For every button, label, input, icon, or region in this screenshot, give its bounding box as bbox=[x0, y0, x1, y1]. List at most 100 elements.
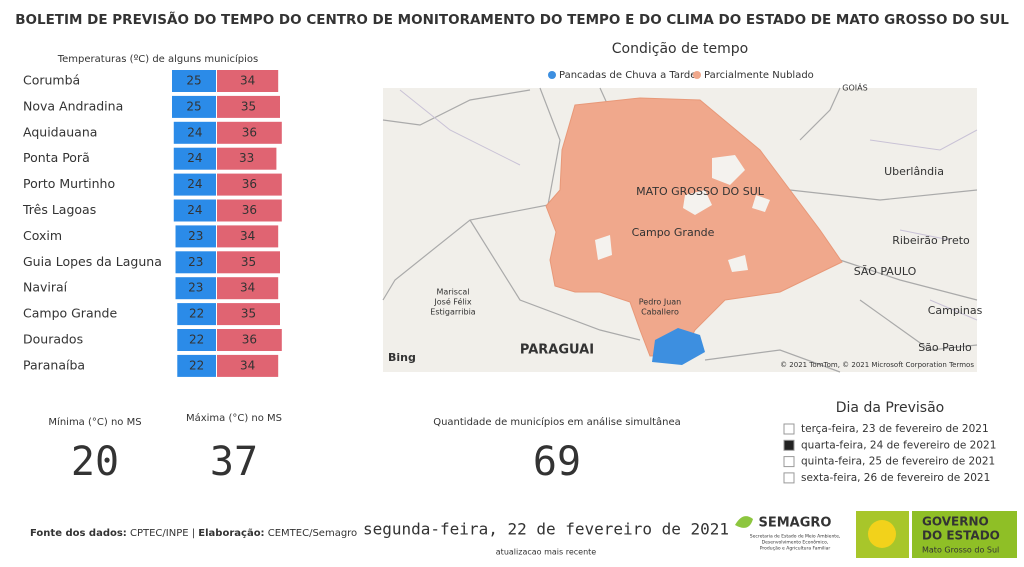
min-bar bbox=[175, 225, 216, 248]
map-brand: Bing bbox=[388, 351, 416, 364]
map-label: José Félix bbox=[433, 297, 471, 307]
map-label: Pedro Juan bbox=[639, 298, 682, 307]
max-bar bbox=[217, 147, 277, 170]
min-bar bbox=[172, 70, 216, 92]
min-bar bbox=[173, 199, 216, 222]
max-bar bbox=[217, 329, 282, 351]
map-label: GOIÁS bbox=[842, 82, 867, 93]
kpis: Mínima (°C) no MS 20 Máxima (°C) no MS 37 Qu… bbox=[48, 412, 680, 485]
kpi-value: 37 bbox=[210, 439, 258, 485]
min-label: 22 bbox=[189, 358, 204, 372]
footer-source: Fonte dos dados: CPTEC/INPE | Elaboração… bbox=[30, 528, 357, 539]
min-label: 24 bbox=[187, 151, 202, 165]
gov-sub: Mato Grosso do Sul bbox=[922, 546, 999, 555]
max-label: 34 bbox=[240, 229, 255, 243]
map-label: Campo Grande bbox=[632, 226, 715, 239]
page-title: BOLETIM DE PREVISÃO DO TEMPO DO CENTRO D… bbox=[15, 11, 1009, 28]
author: CEMTEC/Semagro bbox=[265, 528, 358, 539]
option-label[interactable]: quinta-feira, 25 de fevereiro de 2021 bbox=[801, 456, 995, 468]
option-label[interactable]: terça-feira, 23 de fevereiro de 2021 bbox=[801, 423, 989, 435]
max-label: 35 bbox=[241, 307, 256, 321]
min-bar bbox=[173, 147, 216, 170]
map: MATO GROSSO DO SUL Campo Grande Uberlândia… bbox=[382, 82, 983, 373]
min-label: 23 bbox=[188, 281, 203, 295]
category-label: Ponta Porã bbox=[23, 150, 90, 165]
option-label[interactable]: sexta-feira, 26 de fevereiro de 2021 bbox=[801, 472, 990, 484]
kpi-value: 20 bbox=[71, 439, 119, 485]
category-label: Aquidauana bbox=[23, 124, 97, 139]
rain-region bbox=[652, 328, 705, 365]
map-credits: © 2021 TomTom, © 2021 Microsoft Corporat… bbox=[780, 361, 974, 369]
checkbox[interactable] bbox=[783, 456, 795, 468]
source: CPTEC/INPE | bbox=[127, 528, 198, 539]
min-label: 22 bbox=[189, 333, 204, 347]
min-label: 24 bbox=[187, 177, 202, 191]
kpi-label: Quantidade de municípios em análise simu… bbox=[433, 416, 681, 428]
max-label: 34 bbox=[240, 358, 255, 372]
max-bar bbox=[217, 70, 279, 92]
min-label: 23 bbox=[188, 255, 203, 269]
category-label: Paranaíba bbox=[23, 357, 85, 372]
checkbox[interactable] bbox=[783, 472, 795, 484]
report-date: segunda-feira, 22 de fevereiro de 2021 bbox=[363, 520, 729, 539]
max-bar bbox=[217, 121, 282, 144]
map-label: Caballero bbox=[641, 308, 679, 317]
kpi-label: Mínima (°C) no MS bbox=[48, 416, 141, 428]
max-label: 34 bbox=[240, 74, 255, 88]
category-label: Coxim bbox=[23, 228, 62, 243]
legend-swatch bbox=[548, 71, 556, 79]
map-label: MATO GROSSO DO SUL bbox=[636, 185, 765, 198]
semagro-sub: Desenvolvimento Econômico, bbox=[762, 539, 829, 546]
gov-logo: GOVERNO DO ESTADO Mato Grosso do Sul bbox=[856, 511, 1017, 558]
min-bar bbox=[175, 277, 216, 300]
legend-label: Pancadas de Chuva a Tarde bbox=[559, 70, 696, 81]
category-label: Campo Grande bbox=[23, 306, 117, 321]
map-title: Condição de tempo bbox=[612, 41, 748, 57]
max-bar bbox=[217, 303, 280, 326]
gov-banner bbox=[912, 511, 1017, 558]
min-bar bbox=[177, 303, 216, 326]
chart-title: Temperaturas (ºC) de alguns municípios bbox=[57, 53, 259, 65]
max-bar bbox=[217, 277, 279, 300]
semagro-sub: Secretaria de Estado de Meio Ambiente, bbox=[750, 534, 841, 540]
min-bar bbox=[177, 329, 216, 351]
max-bar bbox=[217, 173, 282, 196]
semagro-name: SEMAGRO bbox=[759, 516, 832, 531]
map-label: São Paulo bbox=[918, 341, 972, 354]
slicer-title: Dia da Previsão bbox=[836, 400, 945, 416]
min-bar bbox=[172, 95, 216, 118]
max-bar bbox=[217, 251, 280, 274]
min-bar bbox=[175, 251, 216, 274]
max-label: 35 bbox=[241, 255, 256, 269]
max-label: 36 bbox=[242, 333, 257, 347]
map-label: Estigarribia bbox=[430, 308, 476, 317]
checkbox[interactable] bbox=[783, 423, 795, 435]
min-label: 25 bbox=[186, 74, 201, 88]
legend-label: Parcialmente Nublado bbox=[704, 70, 814, 81]
category-label: Corumbá bbox=[23, 73, 80, 88]
legend-swatch bbox=[693, 71, 701, 79]
max-label: 36 bbox=[242, 203, 257, 217]
min-bar bbox=[173, 173, 216, 196]
map-legend: Pancadas de Chuva a Tarde Parcialmente Nu… bbox=[548, 70, 814, 81]
gov-line: DO ESTADO bbox=[922, 529, 1000, 543]
map-label: SÃO PAULO bbox=[854, 265, 917, 278]
min-label: 24 bbox=[187, 125, 202, 139]
semagro-logo: SEMAGRO Secretaria de Estado de Meio Amb… bbox=[735, 516, 840, 552]
min-label: 24 bbox=[187, 203, 202, 217]
max-label: 34 bbox=[240, 281, 255, 295]
map-roads bbox=[399, 89, 978, 321]
semagro-sub: Produção e Agricultura Familiar bbox=[760, 546, 831, 552]
min-label: 22 bbox=[189, 307, 204, 321]
category-label: Dourados bbox=[23, 332, 83, 347]
kpi-value: 69 bbox=[533, 439, 581, 485]
option-label[interactable]: quarta-feira, 24 de fevereiro de 2021 bbox=[801, 439, 996, 451]
map-label: Campinas bbox=[928, 304, 983, 317]
checkbox[interactable] bbox=[783, 439, 795, 451]
map-label: PARAGUAI bbox=[520, 343, 594, 358]
max-label: 33 bbox=[239, 151, 254, 165]
min-bar bbox=[177, 354, 216, 377]
author-label: Elaboração: bbox=[198, 528, 264, 539]
gov-line: GOVERNO bbox=[922, 515, 989, 529]
max-bar bbox=[217, 225, 279, 248]
